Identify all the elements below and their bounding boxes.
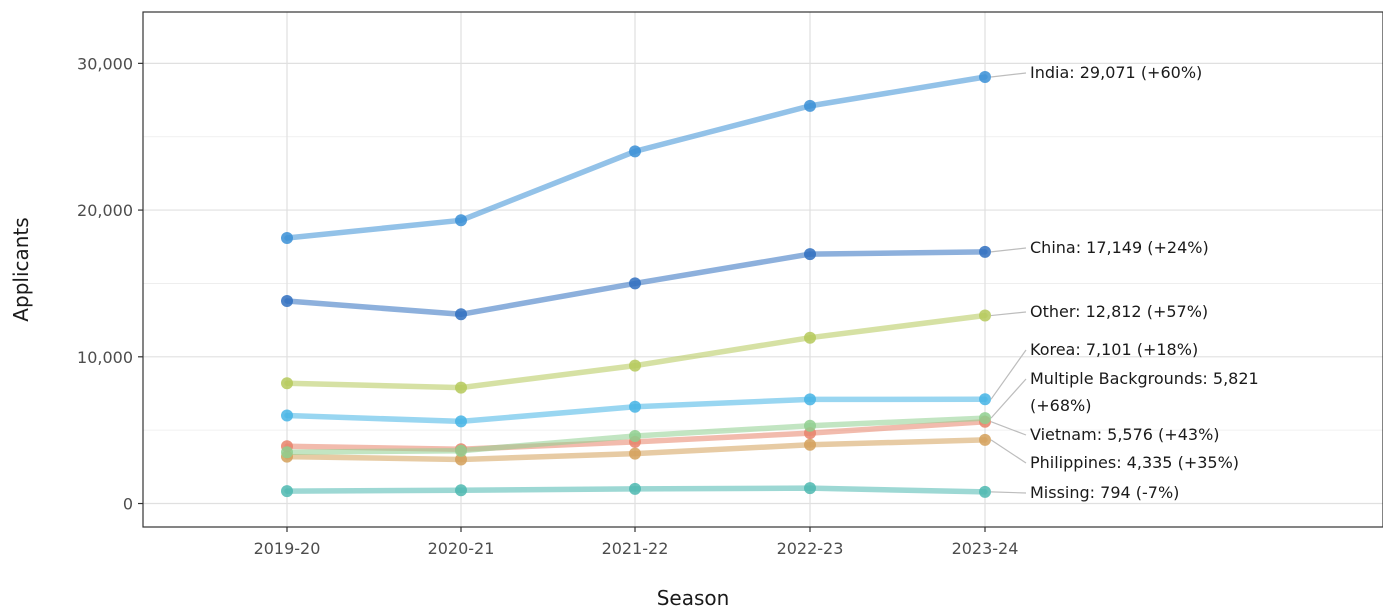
data-point-missing bbox=[979, 485, 991, 498]
data-point-korea bbox=[979, 393, 991, 406]
x-axis-ticks: 2019-20 2020-21 2021-22 2022-23 2023-24 bbox=[254, 527, 1019, 558]
data-point-other bbox=[804, 331, 816, 344]
data-point-india bbox=[804, 99, 816, 112]
leader-line bbox=[990, 247, 1027, 253]
x-tick-label: 2020-21 bbox=[428, 539, 495, 558]
y-tick-label: 0 bbox=[123, 495, 133, 514]
end-label: China: 17,149 (+24%) bbox=[1030, 238, 1209, 257]
x-tick-label: 2022-23 bbox=[777, 539, 844, 558]
end-labels: Missing: 794 (-7%) Philippines: 4,335 (+3… bbox=[1030, 63, 1259, 502]
data-point-china bbox=[455, 308, 467, 321]
data-point-missing bbox=[455, 484, 467, 497]
data-point-missing bbox=[804, 482, 816, 495]
leader-line bbox=[990, 421, 1027, 436]
data-point-philippines bbox=[629, 447, 641, 460]
data-point-philippines bbox=[979, 433, 991, 446]
series-line-other bbox=[284, 312, 988, 391]
data-point-missing bbox=[281, 485, 293, 498]
leader-line bbox=[990, 491, 1027, 494]
end-label: Korea: 7,101 (+18%) bbox=[1030, 340, 1198, 359]
data-point-philippines bbox=[455, 453, 467, 466]
end-label: (+68%) bbox=[1030, 396, 1091, 415]
label-leader-lines bbox=[990, 72, 1027, 494]
data-point-india bbox=[281, 232, 293, 244]
data-point-missing bbox=[629, 482, 641, 495]
plot-panel-border bbox=[142, 11, 1383, 528]
gridlines bbox=[143, 12, 1383, 527]
data-point-china bbox=[281, 295, 293, 307]
series-line-india bbox=[284, 74, 988, 241]
data-point-india bbox=[979, 71, 991, 83]
data-point-other bbox=[979, 309, 991, 322]
data-point-multiple-backgrounds bbox=[979, 412, 991, 425]
data-point-china bbox=[804, 248, 816, 261]
y-axis-title: Applicants bbox=[9, 217, 33, 321]
y-axis-ticks: 0 10,000 20,000 30,000 bbox=[77, 54, 143, 514]
data-point-other bbox=[455, 381, 467, 394]
end-label: Philippines: 4,335 (+35%) bbox=[1030, 453, 1239, 472]
leader-line bbox=[990, 311, 1027, 317]
x-axis-title: Season bbox=[657, 586, 730, 608]
series-points bbox=[281, 71, 991, 498]
data-point-china bbox=[979, 245, 991, 258]
data-point-india bbox=[629, 145, 641, 158]
data-point-other bbox=[629, 359, 641, 372]
y-tick-label: 10,000 bbox=[77, 348, 133, 367]
leader-line bbox=[990, 72, 1027, 78]
leader-line bbox=[990, 439, 1027, 464]
y-tick-label: 20,000 bbox=[77, 201, 133, 220]
data-point-multiple-backgrounds bbox=[804, 419, 816, 432]
data-point-multiple-backgrounds bbox=[455, 444, 467, 457]
data-point-other bbox=[281, 377, 293, 390]
data-point-korea bbox=[804, 393, 816, 406]
end-label: Multiple Backgrounds: 5,821 bbox=[1030, 369, 1259, 388]
end-label: India: 29,071 (+60%) bbox=[1030, 63, 1202, 82]
end-label: Other: 12,812 (+57%) bbox=[1030, 302, 1208, 321]
data-point-korea bbox=[455, 415, 467, 428]
end-label: Vietnam: 5,576 (+43%) bbox=[1030, 425, 1220, 444]
leader-line bbox=[990, 378, 1027, 419]
data-point-korea bbox=[629, 400, 641, 413]
data-point-india bbox=[455, 214, 467, 227]
y-tick-label: 30,000 bbox=[77, 54, 133, 73]
leader-line bbox=[990, 349, 1027, 400]
data-point-multiple-backgrounds bbox=[281, 446, 293, 459]
x-tick-label: 2019-20 bbox=[254, 539, 321, 558]
data-point-korea bbox=[281, 409, 293, 422]
x-tick-label: 2023-24 bbox=[952, 539, 1019, 558]
data-point-multiple-backgrounds bbox=[629, 430, 641, 442]
data-point-china bbox=[629, 277, 641, 290]
x-tick-label: 2021-22 bbox=[602, 539, 669, 558]
data-point-philippines bbox=[804, 438, 816, 451]
end-label: Missing: 794 (-7%) bbox=[1030, 483, 1179, 502]
